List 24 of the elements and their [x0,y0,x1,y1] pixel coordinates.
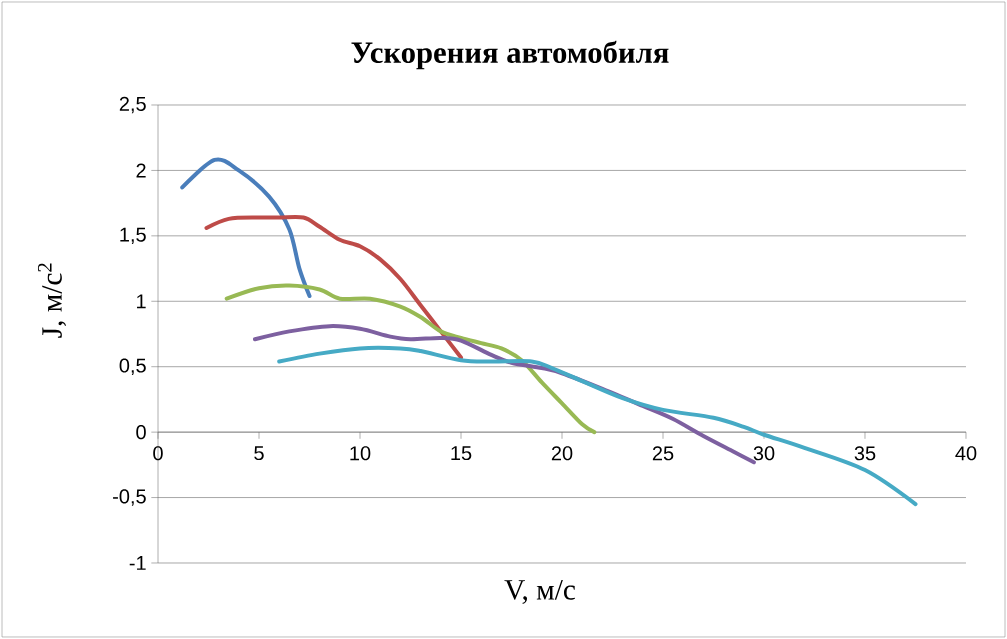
line-series [224,283,597,435]
x-tick-label: 30 [753,446,775,461]
y-tick-label: -0,5 [113,489,146,506]
x-axis-title: V, м/с [504,580,576,604]
x-tick-label: 25 [652,446,674,461]
x-tick-label: 35 [854,446,876,461]
line-series [204,214,463,360]
line-series [277,345,918,507]
y-tick-label: 1 [137,294,146,309]
y-tick-label: 2,5 [119,96,146,114]
y-tick-label: 2 [136,163,146,178]
x-tick-label: 10 [350,446,371,461]
x-tick-label: 15 [451,446,472,461]
x-tick-label: 5 [254,446,264,461]
y-tick-label: -1 [129,556,146,570]
x-tick-label: 40 [955,446,977,461]
x-tick-label: 0 [153,446,163,461]
line-series [180,157,312,299]
y-tick-label: 0 [136,425,146,440]
chart-title: Ускорения автомобиля [351,40,669,70]
x-tick-label: 20 [551,446,573,461]
y-tick-label: 0,5 [119,358,146,375]
y-axis-title: J, м/с$^{2}$ [37,263,67,338]
y-tick-label: 1,5 [120,227,146,244]
